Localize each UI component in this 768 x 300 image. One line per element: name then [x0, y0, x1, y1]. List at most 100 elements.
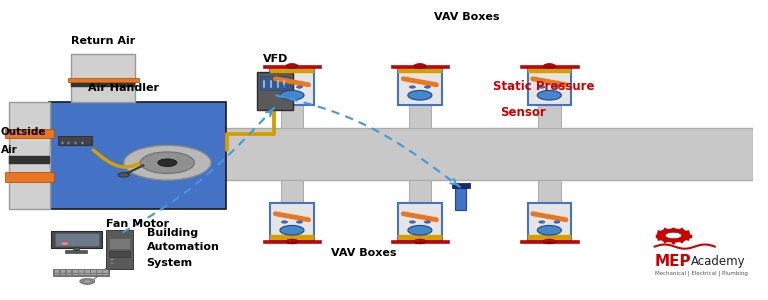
Bar	[109, 251, 131, 256]
Bar	[528, 68, 571, 73]
Circle shape	[657, 229, 690, 242]
Circle shape	[296, 221, 303, 223]
Text: Outside: Outside	[1, 127, 46, 137]
Circle shape	[110, 262, 114, 264]
Bar	[398, 235, 442, 240]
Bar	[73, 272, 78, 273]
Bar	[53, 269, 109, 276]
Text: Building: Building	[147, 227, 198, 238]
Circle shape	[280, 226, 304, 235]
Circle shape	[281, 86, 287, 88]
Bar	[103, 272, 108, 273]
Bar	[91, 274, 95, 275]
Bar	[79, 272, 84, 273]
Circle shape	[157, 159, 177, 166]
Bar	[67, 272, 71, 273]
Bar	[55, 233, 98, 246]
Bar	[67, 274, 71, 275]
Text: VAV Boxes: VAV Boxes	[331, 248, 396, 259]
Circle shape	[538, 226, 561, 235]
Text: Air: Air	[1, 145, 18, 155]
Bar	[409, 105, 431, 128]
Circle shape	[554, 221, 560, 223]
Text: VFD: VFD	[263, 55, 288, 64]
Bar	[538, 105, 561, 128]
Circle shape	[414, 239, 426, 244]
Bar	[9, 102, 51, 208]
Bar	[58, 136, 92, 145]
Bar	[55, 272, 59, 273]
Bar	[260, 76, 290, 90]
Bar	[520, 64, 578, 68]
Circle shape	[286, 239, 298, 244]
Bar	[91, 270, 95, 272]
Circle shape	[408, 91, 432, 100]
Circle shape	[409, 221, 415, 223]
Bar	[257, 72, 293, 110]
Bar	[51, 231, 102, 247]
Text: Academy: Academy	[690, 254, 746, 268]
Bar	[91, 272, 95, 273]
Circle shape	[425, 86, 430, 88]
Bar	[9, 156, 51, 164]
Text: Sensor: Sensor	[501, 106, 546, 119]
Bar	[270, 68, 314, 73]
Bar	[5, 129, 55, 138]
Text: Air Handler: Air Handler	[88, 83, 159, 93]
Bar	[85, 272, 90, 273]
Circle shape	[141, 152, 194, 173]
Bar	[85, 270, 90, 272]
Bar	[97, 272, 101, 273]
Circle shape	[281, 221, 287, 223]
Bar	[97, 270, 101, 272]
Bar	[106, 230, 133, 268]
Text: Static Pressure: Static Pressure	[493, 80, 594, 94]
Bar	[71, 83, 135, 87]
Bar	[103, 270, 108, 272]
Text: System: System	[147, 257, 193, 268]
Bar	[398, 68, 442, 105]
Text: Mechanical | Electrical | Plumbing: Mechanical | Electrical | Plumbing	[654, 270, 747, 276]
Bar	[263, 64, 321, 68]
Circle shape	[409, 86, 415, 88]
Bar	[538, 180, 561, 203]
Bar	[55, 274, 59, 275]
Bar	[391, 64, 449, 68]
Circle shape	[286, 64, 298, 68]
Bar	[55, 270, 59, 272]
Bar	[71, 54, 135, 102]
Circle shape	[110, 259, 114, 260]
Bar	[528, 235, 571, 240]
Circle shape	[414, 64, 426, 68]
Bar	[61, 272, 65, 273]
Bar	[79, 274, 84, 275]
Text: Fan Motor: Fan Motor	[106, 219, 169, 229]
Bar	[5, 172, 55, 182]
Circle shape	[84, 280, 91, 283]
Text: Return Air: Return Air	[71, 37, 136, 46]
Bar	[391, 240, 449, 243]
Circle shape	[543, 64, 555, 68]
Bar	[270, 235, 314, 240]
Bar	[222, 128, 753, 180]
Bar	[67, 270, 71, 272]
Circle shape	[665, 232, 682, 239]
Bar	[97, 274, 101, 275]
Bar	[409, 180, 431, 203]
Circle shape	[280, 91, 304, 100]
Bar	[263, 240, 321, 243]
Text: Automation: Automation	[147, 242, 220, 253]
Bar	[520, 240, 578, 243]
Circle shape	[118, 172, 130, 177]
Bar	[61, 270, 65, 272]
Bar	[73, 274, 78, 275]
Bar	[455, 184, 466, 210]
Bar	[73, 270, 78, 272]
Bar	[452, 183, 469, 188]
Bar	[61, 274, 65, 275]
Bar	[528, 202, 571, 240]
Circle shape	[538, 91, 561, 100]
Bar	[68, 77, 139, 82]
Text: MEP: MEP	[654, 254, 691, 268]
Bar	[398, 68, 442, 73]
